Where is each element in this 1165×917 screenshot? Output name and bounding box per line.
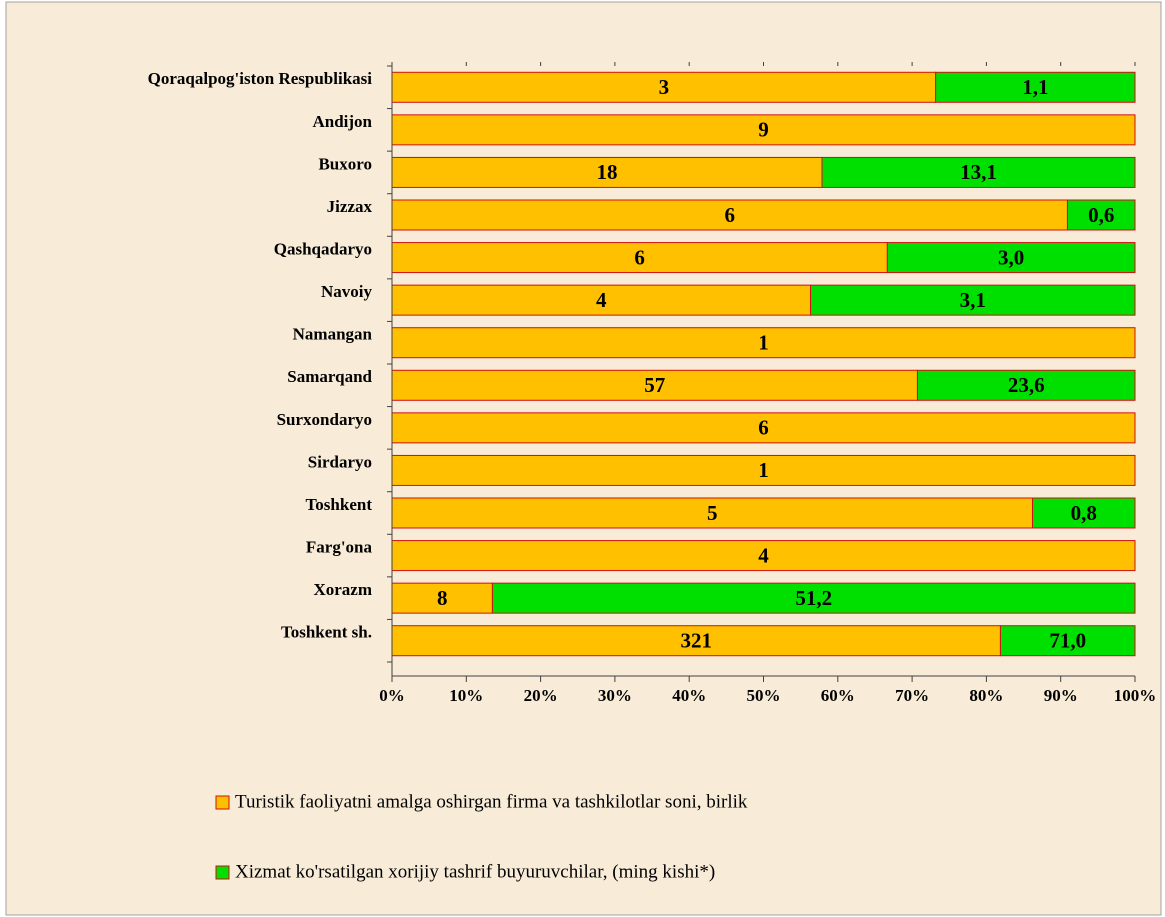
y-tick-label: Buxoro <box>318 154 372 173</box>
data-label: 4 <box>596 288 607 312</box>
x-tick-label: 0% <box>379 686 405 705</box>
data-label: 5 <box>707 501 718 525</box>
bar-segment <box>391 156 823 188</box>
y-tick-label: Qoraqalpog'iston Respublikasi <box>148 69 373 88</box>
x-tick-label: 20% <box>524 686 558 705</box>
data-label: 71,0 <box>1049 629 1086 653</box>
data-label: 0,6 <box>1088 203 1114 227</box>
x-tick-label: 80% <box>969 686 1003 705</box>
data-label: 6 <box>724 203 735 227</box>
data-label: 1 <box>758 331 769 355</box>
y-tick-label: Farg'ona <box>306 537 373 556</box>
bar-segment <box>916 369 1136 401</box>
bar-segment <box>1066 199 1136 231</box>
data-label: 321 <box>680 629 712 653</box>
bar-segment <box>391 582 493 614</box>
x-tick-label: 70% <box>895 686 929 705</box>
data-label: 3,0 <box>998 245 1024 269</box>
data-label: 1 <box>758 458 769 482</box>
y-tick-label: Jizzax <box>327 197 373 216</box>
bar-segment <box>999 625 1136 657</box>
bar-segment <box>491 582 1136 614</box>
data-label: 57 <box>644 373 665 397</box>
y-tick-label: Navoiy <box>321 282 373 301</box>
data-label: 8 <box>437 586 448 610</box>
y-tick-label: Xorazm <box>313 580 372 599</box>
x-tick-label: 40% <box>672 686 706 705</box>
legend-label: Xizmat ko'rsatilgan xorijiy tashrif buyu… <box>235 861 715 882</box>
y-tick-label: Samarqand <box>287 367 372 386</box>
x-tick-label: 60% <box>821 686 855 705</box>
data-label: 4 <box>758 543 769 567</box>
bar-segment <box>821 156 1136 188</box>
bar-segment <box>391 625 1001 657</box>
data-label: 13,1 <box>960 160 997 184</box>
y-tick-label: Qashqadaryo <box>274 239 372 258</box>
x-tick-label: 100% <box>1114 686 1157 705</box>
bar-segment <box>886 242 1136 274</box>
y-tick-label: Surxondaryo <box>277 410 372 429</box>
x-tick-label: 50% <box>747 686 781 705</box>
x-tick-label: 30% <box>598 686 632 705</box>
y-tick-label: Andijon <box>312 112 372 131</box>
bar-segment <box>1032 497 1136 529</box>
data-label: 6 <box>758 416 769 440</box>
y-tick-label: Toshkent sh. <box>281 623 372 642</box>
x-tick-label: 10% <box>449 686 483 705</box>
data-label: 23,6 <box>1008 373 1045 397</box>
legend-swatch <box>215 865 230 880</box>
data-label: 0,8 <box>1071 501 1097 525</box>
data-label: 3 <box>659 75 670 99</box>
data-label: 18 <box>597 160 618 184</box>
y-tick-label: Toshkent <box>306 495 373 514</box>
bar-segment <box>391 199 1068 231</box>
data-label: 1,1 <box>1022 75 1048 99</box>
legend-label: Turistik faoliyatni amalga oshirgan firm… <box>235 791 748 812</box>
bar-segment <box>810 284 1136 316</box>
data-label: 6 <box>634 245 645 269</box>
bar-segment <box>391 327 1136 359</box>
bar-segment <box>391 114 1136 146</box>
bar-segment <box>935 71 1136 103</box>
y-tick-label: Sirdaryo <box>308 452 372 471</box>
y-tick-label: Namangan <box>293 325 373 344</box>
bar-segment <box>391 369 918 401</box>
data-label: 3,1 <box>960 288 986 312</box>
legend-swatch <box>215 795 230 810</box>
bar-segment <box>391 71 937 103</box>
x-tick-label: 90% <box>1044 686 1078 705</box>
bar-segment <box>391 540 1136 572</box>
data-label: 9 <box>758 118 769 142</box>
data-label: 51,2 <box>795 586 832 610</box>
